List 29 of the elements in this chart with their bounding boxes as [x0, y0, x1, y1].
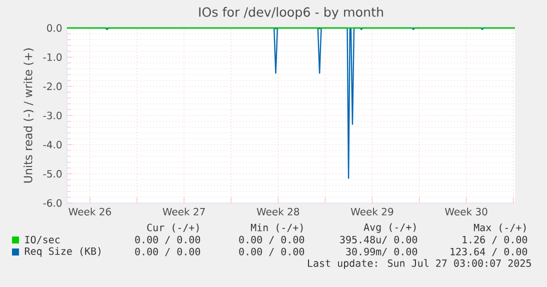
y-tick-label: 0.0 [47, 24, 62, 32]
y-tick-label: -2.0 [43, 82, 62, 90]
text: 0.00 / 0.00 [135, 236, 200, 244]
text: 1.26 / 0.00 [462, 236, 528, 244]
text: Last update: Sun Jul 27 03:00:07 2025 [308, 259, 531, 269]
legend-label: Req Size (KB) [24, 247, 100, 257]
x-tick-label: Week 29 [350, 208, 394, 216]
text: 30.99m/ 0.00 [346, 248, 418, 256]
text: 123.64 / 0.00 [450, 248, 528, 256]
x-tick-label: Week 28 [256, 208, 300, 216]
text: 0.00 / 0.00 [239, 248, 304, 256]
y-tick-label: -6.0 [43, 199, 62, 207]
x-tick-label: Week 27 [162, 208, 205, 216]
x-tick-label: Week 26 [68, 208, 111, 216]
text: 395.48u/ 0.00 [340, 236, 418, 244]
x-tick-label: Week 30 [444, 208, 488, 216]
text: Avg (-/+) [364, 223, 416, 233]
text: Cur (-/+) [147, 224, 199, 232]
text: 0.00 / 0.00 [135, 248, 200, 256]
y-tick-label: -4.0 [43, 140, 62, 148]
text: 0.00 / 0.00 [239, 236, 304, 244]
text: Min (-/+) [250, 224, 303, 232]
legend-label: IO/sec [25, 236, 60, 244]
y-tick-label: -3.0 [43, 112, 62, 120]
y-tick-label: -1.0 [43, 53, 62, 61]
y-axis-title: Units read (-) / write (+) [24, 48, 34, 183]
chart-title: IOs for /dev/loop6 - by month [199, 7, 383, 20]
y-tick-label: -5.0 [43, 170, 62, 178]
text: Max (-/+) [474, 224, 526, 232]
